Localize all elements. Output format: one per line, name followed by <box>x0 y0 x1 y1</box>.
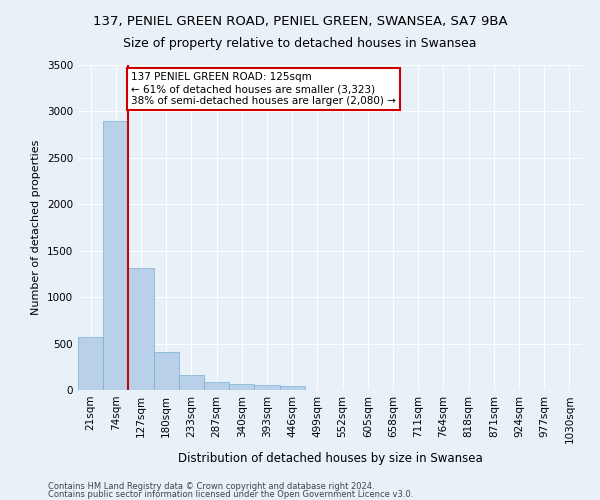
X-axis label: Distribution of detached houses by size in Swansea: Distribution of detached houses by size … <box>178 452 482 464</box>
Bar <box>254 385 280 390</box>
Text: 137 PENIEL GREEN ROAD: 125sqm
← 61% of detached houses are smaller (3,323)
38% o: 137 PENIEL GREEN ROAD: 125sqm ← 61% of d… <box>131 72 396 106</box>
Bar <box>179 375 204 390</box>
Y-axis label: Number of detached properties: Number of detached properties <box>31 140 41 315</box>
Bar <box>229 384 254 390</box>
Text: Contains public sector information licensed under the Open Government Licence v3: Contains public sector information licen… <box>48 490 413 499</box>
Text: Size of property relative to detached houses in Swansea: Size of property relative to detached ho… <box>123 38 477 51</box>
Text: Contains HM Land Registry data © Crown copyright and database right 2024.: Contains HM Land Registry data © Crown c… <box>48 482 374 491</box>
Bar <box>78 337 103 390</box>
Bar <box>204 382 229 390</box>
Bar <box>128 268 154 390</box>
Bar <box>280 386 305 390</box>
Bar <box>154 352 179 390</box>
Text: 137, PENIEL GREEN ROAD, PENIEL GREEN, SWANSEA, SA7 9BA: 137, PENIEL GREEN ROAD, PENIEL GREEN, SW… <box>92 15 508 28</box>
Bar <box>103 120 128 390</box>
